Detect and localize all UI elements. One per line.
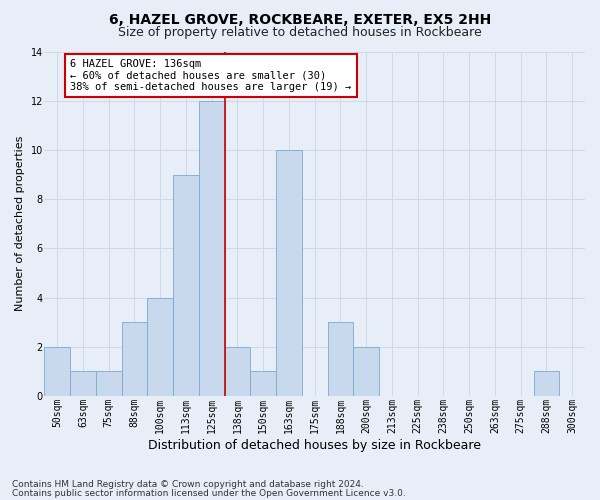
Bar (328, 322, 353, 396)
Bar (96, 372, 122, 396)
Text: Contains public sector information licensed under the Open Government Licence v3: Contains public sector information licen… (12, 489, 406, 498)
Bar (44, 346, 70, 396)
Bar (224, 346, 250, 396)
Bar (70, 372, 96, 396)
Bar (276, 150, 302, 396)
Bar (353, 346, 379, 396)
Bar (533, 372, 559, 396)
Bar (122, 322, 148, 396)
Bar (148, 298, 173, 396)
X-axis label: Distribution of detached houses by size in Rockbeare: Distribution of detached houses by size … (148, 440, 481, 452)
Y-axis label: Number of detached properties: Number of detached properties (15, 136, 25, 312)
Text: 6, HAZEL GROVE, ROCKBEARE, EXETER, EX5 2HH: 6, HAZEL GROVE, ROCKBEARE, EXETER, EX5 2… (109, 12, 491, 26)
Bar (173, 174, 199, 396)
Bar (250, 372, 276, 396)
Bar (199, 100, 224, 396)
Text: Contains HM Land Registry data © Crown copyright and database right 2024.: Contains HM Land Registry data © Crown c… (12, 480, 364, 489)
Text: 6 HAZEL GROVE: 136sqm
← 60% of detached houses are smaller (30)
38% of semi-deta: 6 HAZEL GROVE: 136sqm ← 60% of detached … (70, 59, 352, 92)
Text: Size of property relative to detached houses in Rockbeare: Size of property relative to detached ho… (118, 26, 482, 39)
